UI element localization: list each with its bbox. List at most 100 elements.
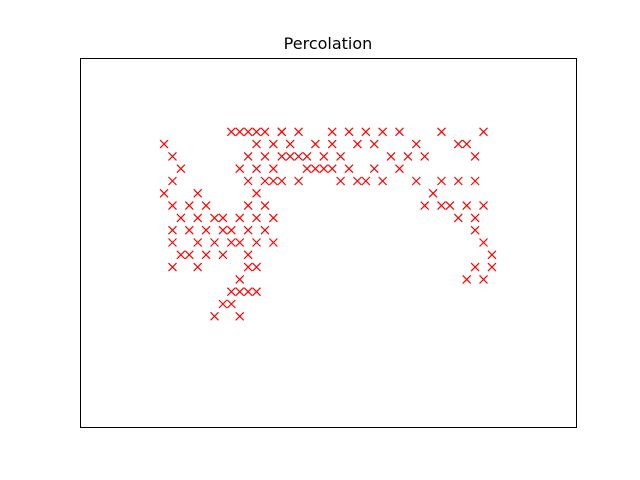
scatter-point <box>193 262 203 272</box>
scatter-point <box>235 274 245 284</box>
scatter-point <box>168 262 177 272</box>
scatter-point <box>260 201 270 211</box>
scatter-point <box>327 164 337 174</box>
scatter-point <box>184 250 194 260</box>
scatter-point <box>235 164 245 174</box>
scatter-point <box>411 139 421 149</box>
scatter-point <box>235 127 245 137</box>
scatter-point <box>420 151 430 161</box>
scatter-point <box>336 176 346 186</box>
scatter-point <box>260 225 270 235</box>
scatter-point <box>176 213 186 223</box>
scatter-point <box>277 127 287 137</box>
scatter-point <box>218 299 228 309</box>
scatter-point <box>344 127 354 137</box>
scatter-point <box>310 164 320 174</box>
scatter-point <box>462 139 472 149</box>
scatter-point <box>277 151 287 161</box>
scatter-point <box>277 176 287 186</box>
scatter-point <box>252 238 261 247</box>
scatter-point <box>176 164 186 174</box>
scatter-point <box>285 139 295 149</box>
scatter-point <box>168 176 177 186</box>
scatter-point <box>218 213 228 223</box>
scatter-point <box>479 127 488 137</box>
scatter-point <box>369 139 379 149</box>
scatter-point <box>226 299 236 309</box>
scatter-point <box>168 201 177 211</box>
scatter-point <box>235 238 245 247</box>
scatter-point <box>260 176 270 186</box>
scatter-point <box>462 201 472 211</box>
scatter-point <box>168 225 177 235</box>
scatter-point <box>268 213 278 223</box>
plot-frame <box>80 58 577 428</box>
scatter-point <box>344 164 354 174</box>
scatter-point <box>176 250 186 260</box>
scatter-point <box>294 151 304 161</box>
scatter-point <box>243 151 253 161</box>
scatter-point <box>193 213 203 223</box>
scatter-point <box>184 201 194 211</box>
scatter-point <box>168 238 177 247</box>
scatter-point <box>184 225 194 235</box>
scatter-point <box>210 238 219 247</box>
scatter-point <box>453 176 463 186</box>
scatter-point <box>243 225 253 235</box>
scatter-point <box>294 127 304 137</box>
scatter-point <box>470 213 480 223</box>
scatter-point <box>445 201 455 211</box>
scatter-point <box>479 201 488 211</box>
scatter-point <box>462 274 472 284</box>
scatter-point <box>479 238 488 247</box>
scatter-point <box>218 250 228 260</box>
scatter-point <box>252 287 261 297</box>
scatter-point <box>193 238 203 247</box>
scatter-point <box>470 225 480 235</box>
scatter-point <box>159 188 169 198</box>
scatter-point <box>159 139 169 149</box>
scatter-point <box>252 139 261 149</box>
scatter-point <box>243 262 253 272</box>
scatter-point <box>252 213 261 223</box>
scatter-point <box>428 188 438 198</box>
scatter-point <box>470 262 480 272</box>
scatter-point <box>411 176 421 186</box>
scatter-point <box>453 139 463 149</box>
scatter-point <box>168 151 177 161</box>
scatter-point <box>201 250 211 260</box>
scatter-point <box>268 139 278 149</box>
scatter-point <box>395 164 404 174</box>
scatter-point <box>310 139 320 149</box>
scatter-point <box>252 164 261 174</box>
scatter-point <box>243 176 253 186</box>
scatter-point <box>235 213 245 223</box>
scatter-point <box>201 225 211 235</box>
scatter-point <box>395 127 404 137</box>
scatter-point <box>210 311 219 321</box>
scatter-point <box>243 250 253 260</box>
scatter-point <box>361 127 371 137</box>
scatter-point <box>327 139 337 149</box>
scatter-point <box>302 151 312 161</box>
scatter-point <box>201 201 211 211</box>
scatter-point <box>487 250 497 260</box>
scatter-point <box>327 127 337 137</box>
scatter-point <box>378 127 388 137</box>
scatter-point <box>319 164 329 174</box>
scatter-point <box>226 238 236 247</box>
scatter-point <box>470 176 480 186</box>
scatter-point <box>210 213 219 223</box>
scatter-point <box>218 225 228 235</box>
scatter-point <box>235 311 245 321</box>
scatter-point <box>268 238 278 247</box>
chart-title: Percolation <box>284 34 373 53</box>
scatter-point <box>252 127 261 137</box>
scatter-marks <box>159 127 497 321</box>
scatter-point <box>403 151 413 161</box>
scatter-point <box>243 201 253 211</box>
scatter-point <box>294 176 304 186</box>
scatter-point <box>252 262 261 272</box>
